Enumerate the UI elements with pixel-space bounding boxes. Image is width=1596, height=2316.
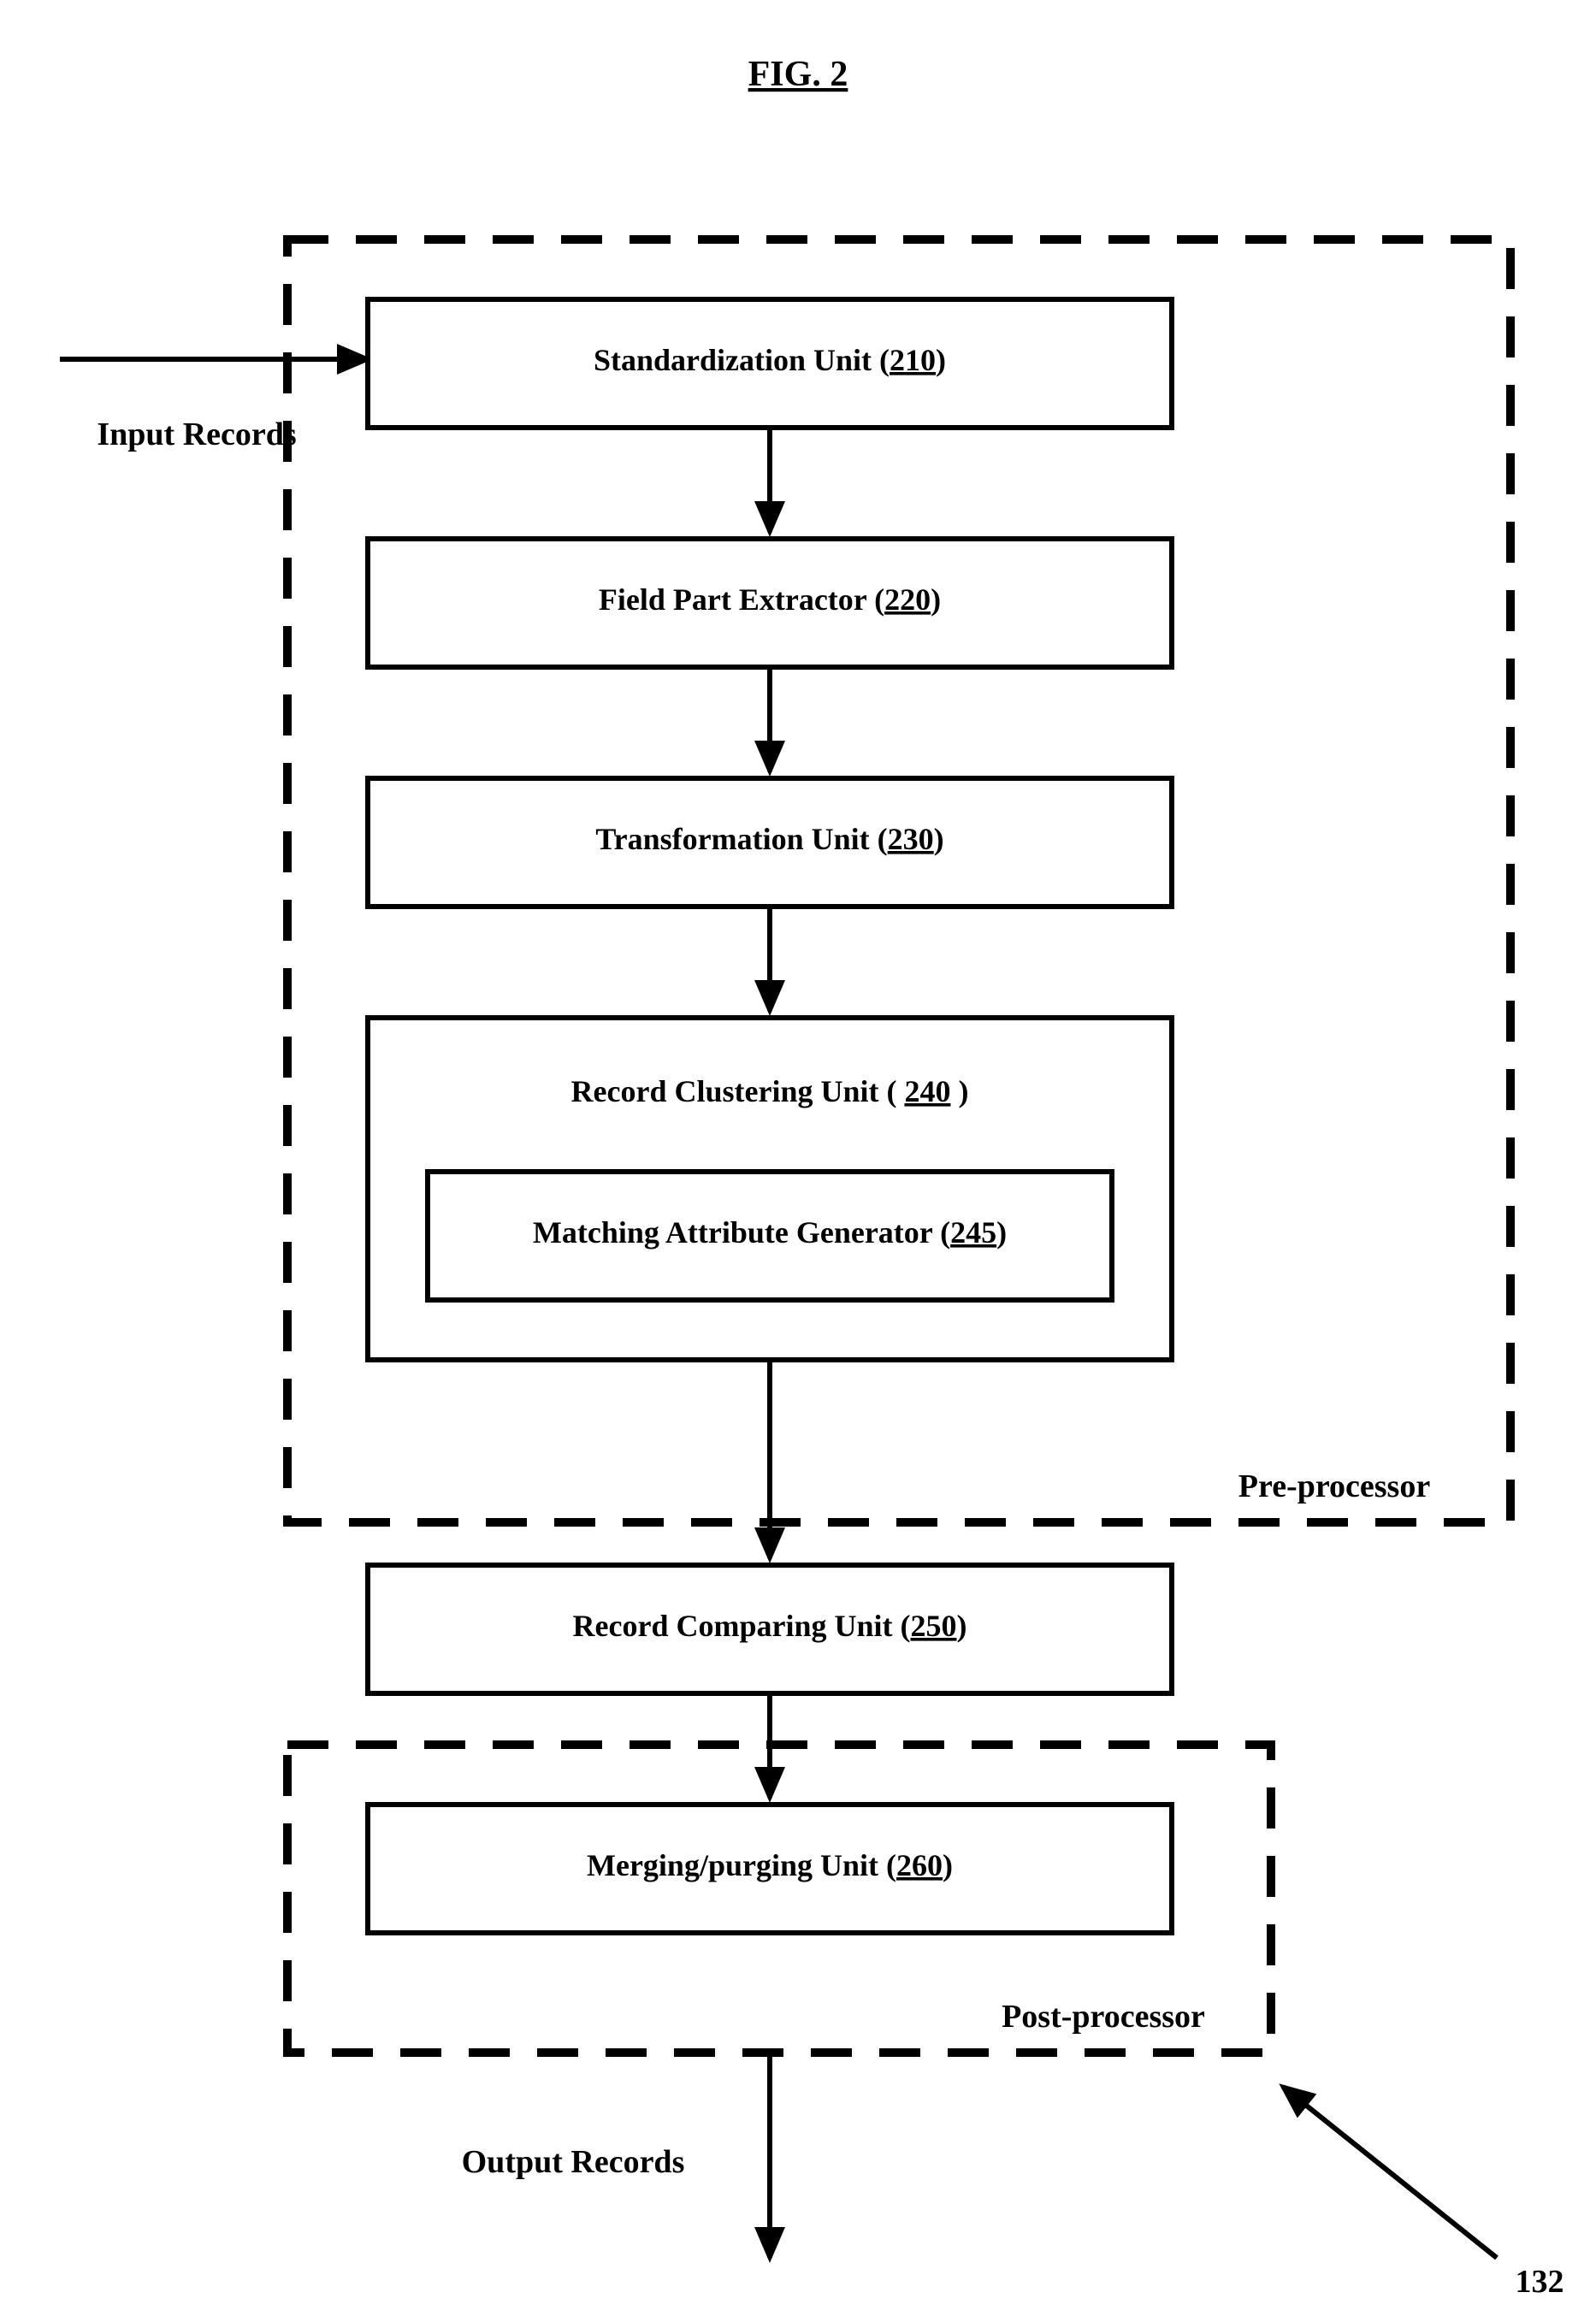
input-records-label: Input Records: [97, 417, 296, 452]
node-clust-label: Record Clustering Unit ( 240 ): [571, 1074, 969, 1108]
node-fpe-label: Field Part Extractor (220): [599, 582, 941, 617]
pointer-ref-label: 132: [1516, 2264, 1564, 2300]
node-mag-label: Matching Attribute Generator (245): [533, 1215, 1007, 1250]
preprocessor-label: Pre-processor: [1238, 1468, 1431, 1504]
postprocessor-label: Post-processor: [1002, 1999, 1205, 2035]
output-records-label: Output Records: [462, 2144, 685, 2180]
node-std-label: Standardization Unit (210): [594, 343, 946, 377]
node-rcomp-label: Record Comparing Unit (250): [573, 1609, 967, 1643]
node-trans-label: Transformation Unit (230): [595, 822, 943, 856]
node-merge-label: Merging/purging Unit (260): [587, 1848, 953, 1882]
pointer-arrow: [1283, 2087, 1497, 2258]
figure-title: FIG. 2: [748, 55, 848, 94]
